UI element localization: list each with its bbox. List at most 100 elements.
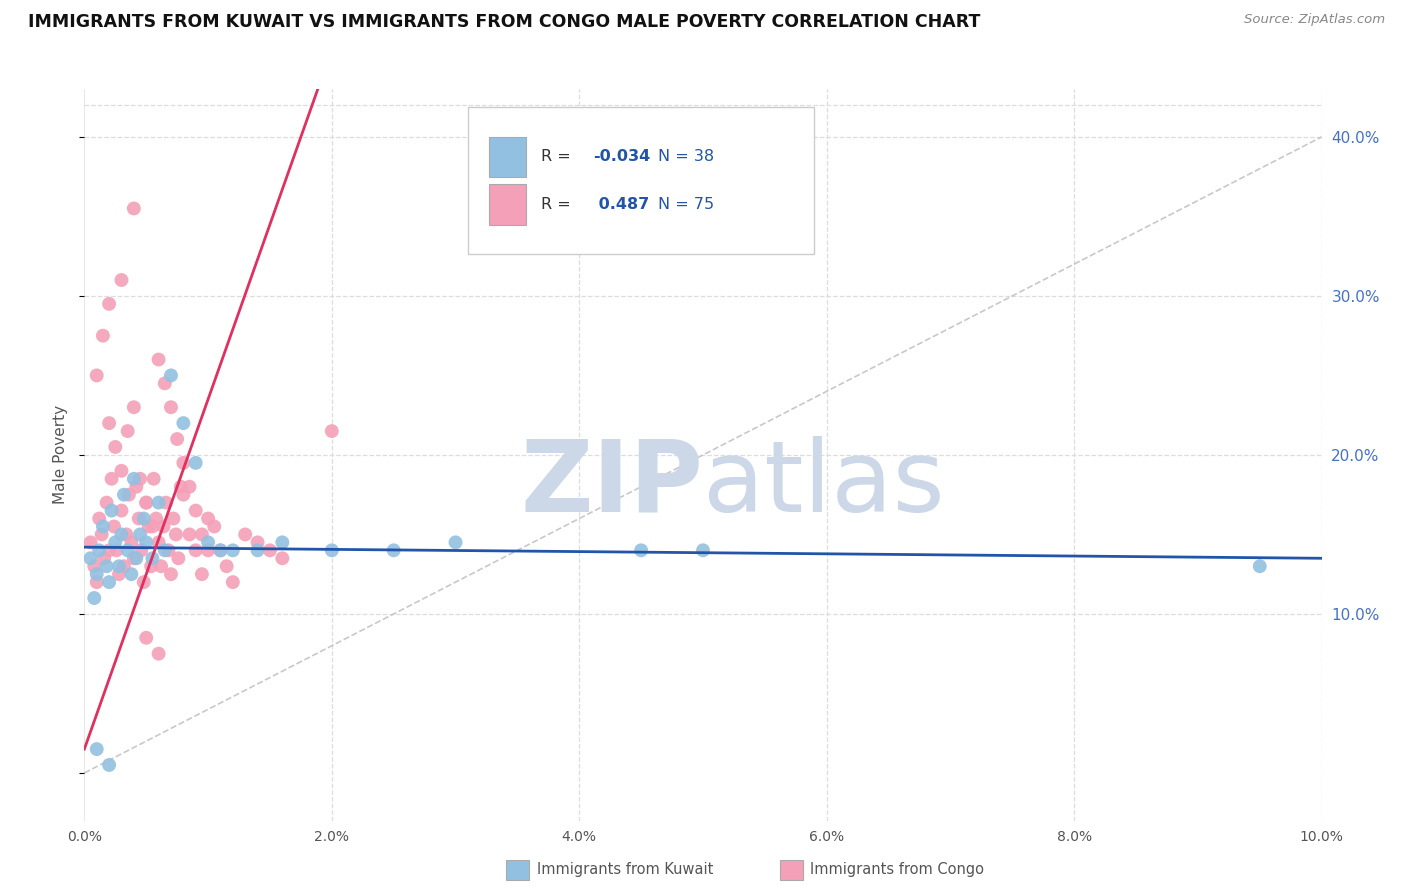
Text: ZIP: ZIP: [520, 435, 703, 533]
Point: [135, 535, 157, 549]
Point: [141, 559, 163, 574]
Point: [215, 559, 238, 574]
Point: [122, 401, 145, 415]
Point: [271, 551, 294, 566]
Point: [209, 543, 232, 558]
Point: [90, 527, 112, 541]
Point: [148, 535, 170, 549]
Point: [122, 472, 145, 486]
Text: R =: R =: [541, 149, 576, 164]
Point: [129, 543, 152, 558]
Text: R =: R =: [541, 197, 576, 212]
FancyBboxPatch shape: [489, 185, 526, 225]
Point: [104, 535, 127, 549]
Point: [135, 631, 157, 645]
Point: [83, 591, 105, 605]
Point: [135, 495, 157, 509]
Point: [141, 519, 163, 533]
Point: [184, 543, 207, 558]
Text: Immigrants from Kuwait: Immigrants from Kuwait: [537, 863, 713, 877]
Point: [86, 575, 108, 590]
Point: [145, 511, 167, 525]
Point: [89, 511, 111, 525]
Point: [153, 543, 176, 558]
Point: [382, 543, 405, 558]
Point: [110, 273, 132, 287]
Point: [129, 527, 152, 541]
Point: [100, 472, 122, 486]
Point: [86, 567, 108, 582]
Point: [172, 488, 194, 502]
Point: [120, 567, 142, 582]
Point: [125, 551, 148, 566]
Point: [202, 519, 225, 533]
Point: [246, 535, 269, 549]
Point: [191, 567, 214, 582]
Point: [152, 519, 174, 533]
Text: atlas: atlas: [703, 435, 945, 533]
Point: [321, 424, 343, 438]
Point: [246, 543, 269, 558]
Point: [110, 464, 132, 478]
Point: [148, 352, 170, 367]
Text: N = 75: N = 75: [658, 197, 714, 212]
Point: [86, 368, 108, 383]
Point: [117, 424, 139, 438]
Point: [132, 511, 155, 525]
Point: [167, 551, 190, 566]
Point: [170, 480, 193, 494]
Point: [209, 543, 232, 558]
Point: [630, 543, 652, 558]
Point: [104, 440, 127, 454]
Text: Source: ZipAtlas.com: Source: ZipAtlas.com: [1244, 13, 1385, 27]
Text: Immigrants from Congo: Immigrants from Congo: [810, 863, 984, 877]
Point: [162, 511, 184, 525]
Point: [125, 480, 148, 494]
Point: [98, 758, 121, 772]
Point: [120, 535, 142, 549]
Point: [153, 376, 176, 391]
Point: [89, 543, 111, 558]
Point: [165, 527, 187, 541]
Point: [98, 575, 121, 590]
Text: N = 38: N = 38: [658, 149, 714, 164]
Point: [98, 297, 121, 311]
Point: [115, 527, 138, 541]
Point: [197, 511, 219, 525]
Point: [1249, 559, 1271, 574]
Point: [79, 535, 101, 549]
Point: [155, 495, 177, 509]
FancyBboxPatch shape: [468, 108, 814, 253]
Point: [112, 559, 135, 574]
Point: [91, 519, 114, 533]
Point: [444, 535, 467, 549]
Point: [96, 559, 118, 574]
Point: [135, 495, 157, 509]
Point: [110, 503, 132, 517]
Point: [160, 401, 183, 415]
Point: [197, 543, 219, 558]
Point: [197, 535, 219, 549]
Point: [118, 488, 141, 502]
Point: [172, 456, 194, 470]
Point: [160, 567, 183, 582]
Point: [157, 543, 180, 558]
FancyBboxPatch shape: [489, 136, 526, 177]
Point: [184, 503, 207, 517]
Point: [179, 527, 201, 541]
Point: [93, 551, 115, 566]
Point: [160, 368, 183, 383]
Point: [129, 472, 152, 486]
Point: [179, 480, 201, 494]
Point: [172, 416, 194, 430]
Point: [148, 495, 170, 509]
Point: [166, 432, 188, 446]
Point: [105, 543, 128, 558]
Point: [103, 519, 125, 533]
Point: [321, 543, 343, 558]
Text: -0.034: -0.034: [593, 149, 650, 164]
Point: [108, 567, 131, 582]
Point: [233, 527, 256, 541]
Point: [117, 543, 139, 558]
Point: [142, 472, 165, 486]
